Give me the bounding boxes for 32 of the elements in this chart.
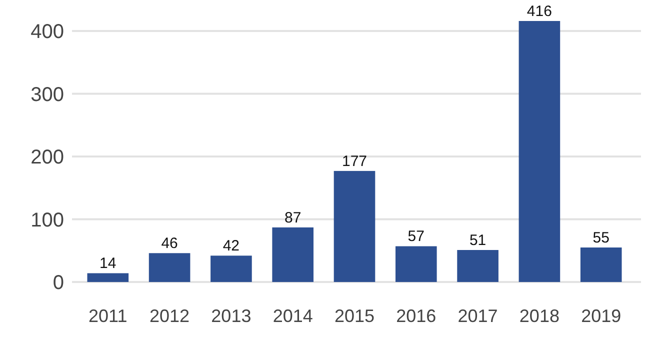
bar [87, 273, 129, 282]
y-tick-label: 200 [30, 146, 64, 169]
data-label: 416 [526, 3, 552, 20]
y-tick-label: 400 [30, 21, 64, 44]
bar [580, 247, 622, 282]
x-tick-label: 2019 [581, 306, 622, 326]
bar [210, 256, 252, 282]
x-tick-label: 2017 [458, 306, 498, 326]
x-tick-label: 2016 [396, 306, 436, 326]
x-tick-label: 2015 [334, 306, 375, 326]
x-tick-label: 2012 [150, 306, 190, 326]
bar [148, 253, 190, 282]
data-label: 177 [342, 152, 368, 170]
bar [518, 21, 560, 282]
data-label: 46 [161, 235, 178, 252]
y-tick-label: 300 [30, 84, 64, 106]
data-label: 57 [408, 228, 424, 246]
data-label: 87 [284, 209, 302, 226]
data-label: 55 [592, 229, 610, 246]
x-tick-label: 2018 [519, 306, 560, 326]
bar [272, 227, 314, 282]
x-tick-label: 2013 [211, 306, 252, 326]
bar [395, 246, 437, 282]
x-tick-label: 2011 [88, 306, 128, 326]
y-tick-label: 0 [52, 272, 64, 294]
y-tick-label: 100 [30, 209, 64, 232]
data-label: 14 [100, 255, 116, 272]
bar [457, 250, 498, 282]
x-tick-label: 2014 [272, 306, 313, 326]
bar [334, 170, 376, 282]
data-label: 42 [222, 238, 240, 255]
data-label: 51 [469, 232, 486, 249]
